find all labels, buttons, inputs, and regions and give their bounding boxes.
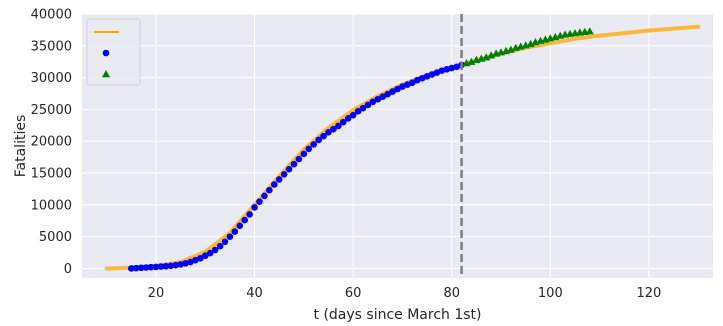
data-point (335, 122, 342, 130)
data-point (177, 261, 184, 268)
grid (82, 13, 713, 278)
y-tick-label: 35000 (31, 39, 72, 54)
tick-labels: 20 40 60 80 100 120 0 5000 10000 15000 20000 25000 3… (31, 8, 662, 302)
legend-box (86, 18, 141, 86)
data-point (379, 93, 387, 100)
data-point (389, 88, 396, 95)
y-tick-label: 20000 (31, 135, 72, 150)
data-point (482, 53, 491, 61)
x-axis-label: t (days since March 1st) (314, 307, 482, 323)
legend (86, 18, 141, 86)
observed-points-series (127, 61, 465, 272)
data-point (231, 228, 239, 235)
data-point (182, 260, 189, 267)
data-point (394, 85, 401, 93)
data-point (256, 198, 263, 205)
data-point (359, 104, 367, 112)
data-point (226, 233, 234, 240)
x-tick-label: 100 (538, 286, 563, 301)
data-point (157, 263, 165, 270)
data-point (349, 111, 357, 119)
data-point (290, 160, 298, 168)
data-point (320, 132, 327, 140)
data-point (261, 192, 268, 200)
data-point (275, 176, 283, 183)
y-tick-label: 10000 (31, 198, 72, 213)
validation-points-series (462, 27, 594, 67)
y-axis-label: Fatalities (13, 115, 29, 177)
data-point (206, 249, 214, 257)
x-tick-label: 60 (345, 286, 362, 301)
data-point (270, 181, 278, 188)
y-tick-label: 0 (64, 262, 72, 277)
data-point (448, 64, 456, 72)
data-point (526, 39, 535, 48)
legend-triangle-marker (102, 70, 110, 78)
data-point (236, 222, 244, 230)
data-point (354, 108, 362, 115)
data-point (172, 261, 179, 269)
y-tick-label: 40000 (31, 8, 72, 23)
x-tick-label: 120 (637, 286, 662, 301)
legend-items (94, 31, 119, 78)
data-point (201, 252, 209, 260)
x-tick-label: 40 (246, 286, 263, 301)
y-tick-label: 30000 (31, 71, 72, 86)
data-point (408, 79, 416, 87)
series-group (104, 24, 701, 272)
data-point (585, 27, 594, 35)
data-point (364, 101, 372, 109)
data-point (295, 155, 303, 163)
data-point (330, 125, 337, 133)
data-point (280, 171, 288, 178)
data-point (147, 263, 155, 271)
data-point (384, 90, 391, 98)
data-point (374, 95, 382, 103)
data-point (152, 263, 160, 271)
x-tick-label: 80 (443, 286, 460, 301)
data-point (197, 254, 204, 262)
x-tick-label: 20 (148, 286, 165, 301)
y-tick-label: 5000 (39, 230, 72, 245)
data-point (285, 165, 293, 173)
data-point (438, 67, 446, 74)
plot-background (82, 14, 713, 278)
data-point (246, 211, 253, 218)
data-point (132, 264, 140, 272)
data-point (251, 204, 258, 211)
data-point (216, 242, 224, 250)
data-point (443, 66, 451, 73)
data-point (266, 186, 273, 194)
data-point (467, 57, 476, 65)
y-tick-label: 25000 (31, 103, 72, 118)
data-point (211, 246, 219, 254)
data-point (241, 216, 248, 224)
data-point (310, 141, 317, 148)
data-point (300, 150, 308, 158)
data-point (339, 118, 347, 126)
data-point (137, 264, 145, 272)
data-point (487, 51, 496, 59)
data-point (305, 145, 313, 153)
data-point (167, 262, 175, 270)
data-point (344, 115, 352, 122)
y-tick-label: 15000 (31, 167, 72, 182)
data-point (162, 262, 170, 270)
data-point (325, 129, 332, 136)
data-point (369, 98, 377, 106)
data-point (142, 264, 150, 271)
data-point (506, 45, 515, 53)
legend-circle-marker (102, 49, 110, 57)
data-point (221, 238, 229, 246)
data-point (127, 265, 135, 272)
data-point (315, 136, 322, 144)
